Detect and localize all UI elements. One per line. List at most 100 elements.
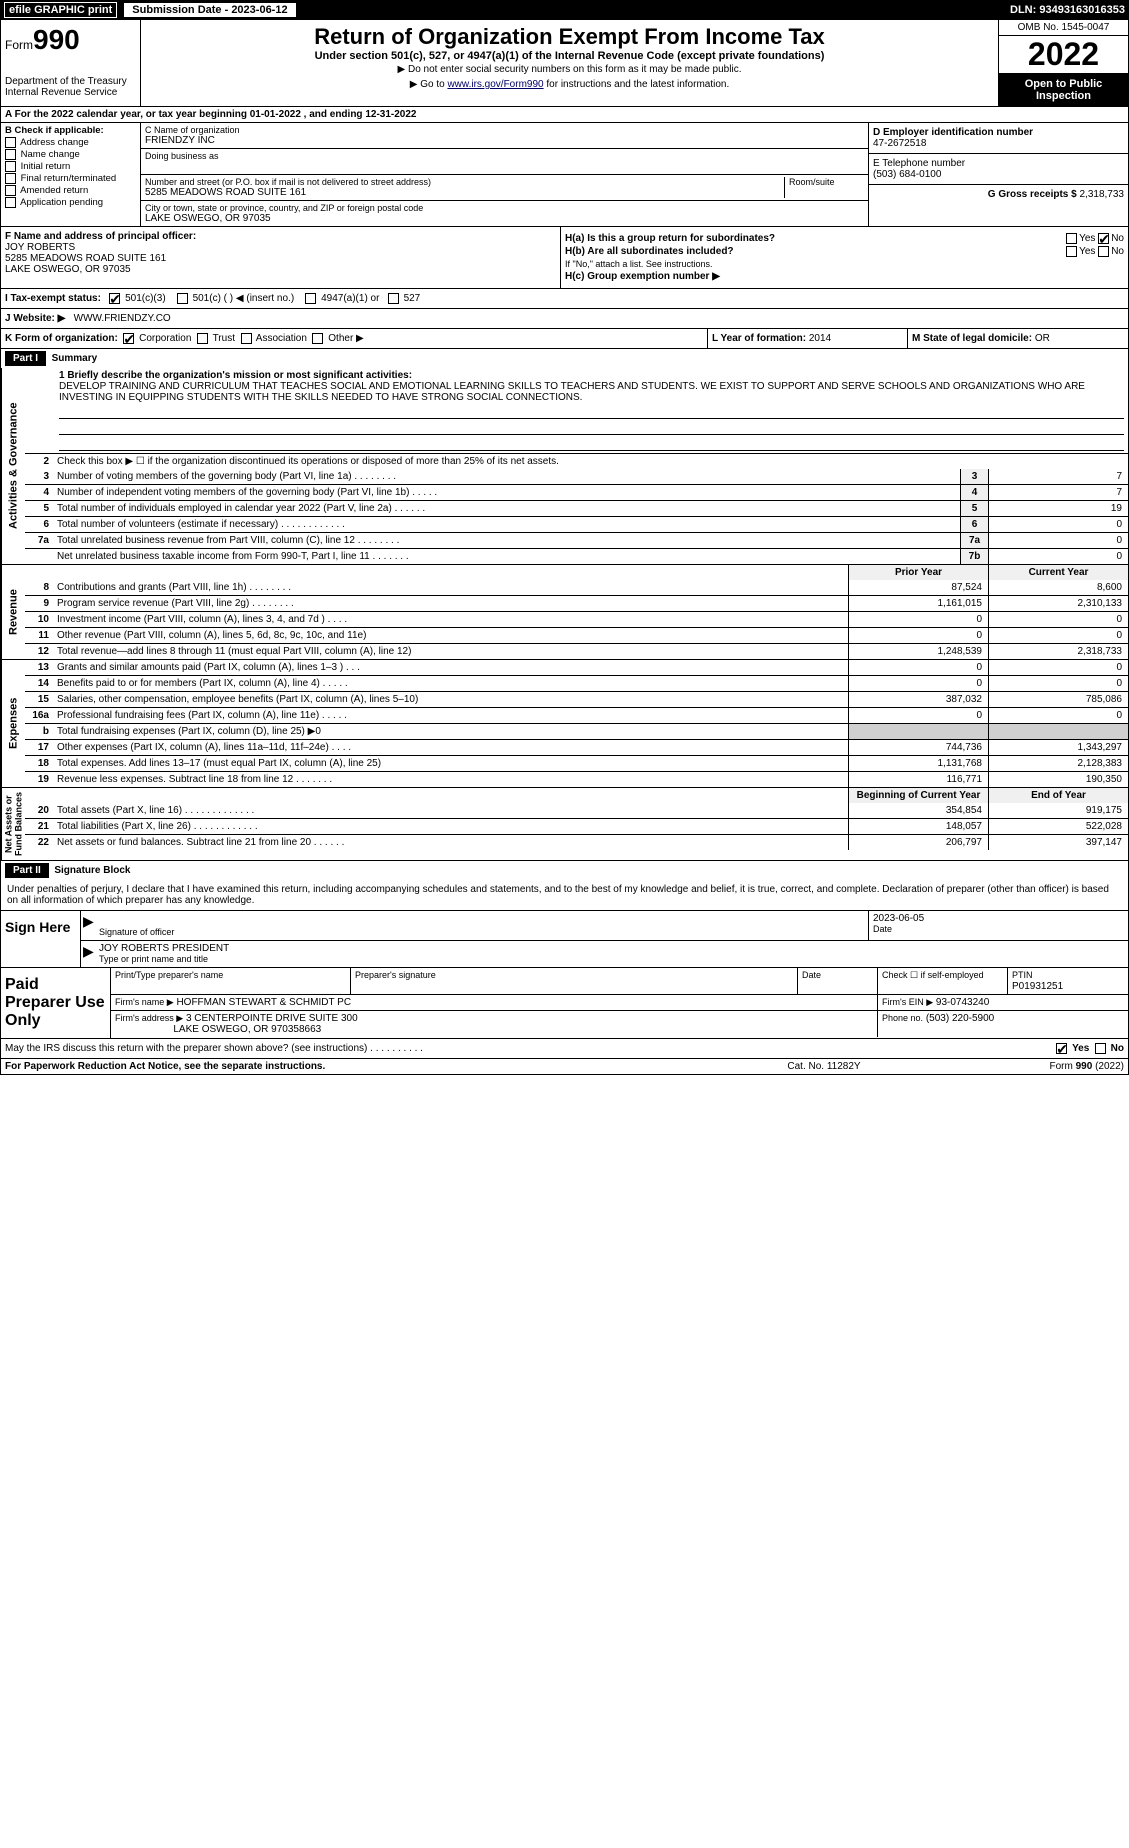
line-a: A For the 2022 calendar year, or tax yea… — [0, 107, 1129, 123]
hb-no[interactable] — [1098, 246, 1109, 257]
expenses-section: Expenses 13Grants and similar amounts pa… — [0, 660, 1129, 788]
c-city: LAKE OSWEGO, OR 97035 — [145, 213, 864, 224]
part2-title: Signature Block — [54, 865, 130, 876]
na-hdr-prior: Beginning of Current Year — [848, 788, 988, 803]
submission-date-btn[interactable]: Submission Date - 2023-06-12 — [123, 2, 296, 18]
sig-name: JOY ROBERTS PRESIDENT — [99, 943, 229, 954]
i-o1: 501(c) ( ) ◀ (insert no.) — [193, 293, 295, 304]
firm-ein-lbl: Firm's EIN ▶ — [882, 997, 933, 1007]
block-j: J Website: ▶ WWW.FRIENDZY.CO — [0, 309, 1129, 329]
e-lbl: E Telephone number — [873, 158, 965, 169]
i-lbl: I Tax-exempt status: — [5, 293, 101, 304]
table-row: 21Total liabilities (Part X, line 26) . … — [25, 818, 1128, 834]
f-name: JOY ROBERTS — [5, 242, 75, 253]
irs-link[interactable]: www.irs.gov/Form990 — [447, 79, 543, 90]
sig-name-lbl: Type or print name and title — [99, 954, 208, 964]
c-city-lbl: City or town, state or province, country… — [145, 203, 864, 213]
ha-no[interactable] — [1098, 233, 1109, 244]
g-val: 2,318,733 — [1080, 189, 1125, 200]
line-1: 1 Briefly describe the organization's mi… — [25, 368, 1128, 453]
ck-address-change[interactable] — [5, 137, 16, 148]
table-row: 20Total assets (Part X, line 16) . . . .… — [25, 803, 1128, 818]
table-row: 9Program service revenue (Part VIII, lin… — [25, 595, 1128, 611]
hc-lbl: H(c) Group exemption number ▶ — [565, 271, 720, 282]
na-hdr-current: End of Year — [988, 788, 1128, 803]
firm-name: HOFFMAN STEWART & SCHMIDT PC — [176, 997, 351, 1008]
k-o2: Association — [256, 333, 307, 344]
table-row: bTotal fundraising expenses (Part IX, co… — [25, 723, 1128, 739]
part1-header: Part I Summary — [0, 349, 1129, 368]
paid-preparer: Paid Preparer Use Only — [1, 968, 111, 1038]
k-o3: Other ▶ — [328, 333, 363, 344]
table-row: 10Investment income (Part VIII, column (… — [25, 611, 1128, 627]
firm-addr-lbl: Firm's address ▶ — [115, 1013, 183, 1023]
ck-initial[interactable] — [5, 161, 16, 172]
efile-badge: efile GRAPHIC print — [4, 2, 117, 18]
form-goto: ▶ Go to www.irs.gov/Form990 for instruct… — [149, 79, 990, 90]
ck-name-change[interactable] — [5, 149, 16, 160]
ck-pending[interactable] — [5, 197, 16, 208]
discuss-no[interactable] — [1095, 1043, 1106, 1054]
ck-lbl-1: Name change — [21, 149, 80, 160]
perjury: Under penalties of perjury, I declare th… — [1, 880, 1128, 910]
hb-yes[interactable] — [1066, 246, 1077, 257]
block-f-h: F Name and address of principal officer:… — [0, 227, 1129, 289]
ck-lbl-3: Final return/terminated — [21, 173, 117, 184]
table-row: 8Contributions and grants (Part VIII, li… — [25, 580, 1128, 595]
discuss: May the IRS discuss this return with the… — [5, 1043, 423, 1054]
firm-name-lbl: Firm's name ▶ — [115, 997, 174, 1007]
k-trust[interactable] — [197, 333, 208, 344]
footer-formno: Form 990 (2022) — [924, 1061, 1124, 1072]
p-ptin-lbl: PTIN — [1012, 970, 1033, 980]
k-other[interactable] — [312, 333, 323, 344]
f-addr2: LAKE OSWEGO, OR 97035 — [5, 264, 131, 275]
k-assoc[interactable] — [241, 333, 252, 344]
i-4947[interactable] — [305, 293, 316, 304]
l2: Check this box ▶ ☐ if the organization d… — [53, 454, 1128, 469]
i-527[interactable] — [388, 293, 399, 304]
sig-officer-lbl: Signature of officer — [99, 927, 174, 937]
ck-amended[interactable] — [5, 185, 16, 196]
dln: DLN: 93493163016353 — [1010, 4, 1125, 16]
ha-no-lbl: No — [1111, 233, 1124, 244]
firm-phone: (503) 220-5900 — [926, 1013, 994, 1024]
m-val: OR — [1035, 333, 1050, 344]
revenue-section: Revenue Prior Year Current Year 8Contrib… — [0, 565, 1129, 660]
k-corp[interactable] — [123, 333, 134, 344]
table-row: 14Benefits paid to or for members (Part … — [25, 675, 1128, 691]
i-o2: 4947(a)(1) or — [321, 293, 379, 304]
sig-date-lbl: Date — [873, 924, 892, 934]
j-lbl: J Website: ▶ — [5, 313, 65, 324]
block-b-c-d: B Check if applicable: Address change Na… — [0, 123, 1129, 227]
vlabel-exp: Expenses — [1, 660, 25, 787]
omb: OMB No. 1545-0047 — [999, 20, 1128, 36]
p-sig-lbl: Preparer's signature — [355, 970, 436, 980]
p-date-lbl: Date — [802, 970, 821, 980]
l1-text: DEVELOP TRAINING AND CURRICULUM THAT TEA… — [59, 381, 1085, 403]
open-inspection: Open to Public Inspection — [999, 74, 1128, 106]
firm-addr1: 3 CENTERPOINTE DRIVE SUITE 300 — [186, 1013, 358, 1024]
table-row: 15Salaries, other compensation, employee… — [25, 691, 1128, 707]
ck-lbl-0: Address change — [20, 137, 89, 148]
i-501c3[interactable] — [109, 293, 120, 304]
netassets-section: Net Assets orFund Balances Beginning of … — [0, 788, 1129, 861]
g-lbl: G Gross receipts $ — [988, 189, 1077, 200]
firm-ein: 93-0743240 — [936, 997, 989, 1008]
k-o0: Corporation — [139, 333, 191, 344]
part2-header: Part II Signature Block — [0, 861, 1129, 880]
footer: For Paperwork Reduction Act Notice, see … — [0, 1059, 1129, 1075]
table-row: 12Total revenue—add lines 8 through 11 (… — [25, 643, 1128, 659]
tax-year: 2022 — [999, 36, 1128, 74]
ck-final[interactable] — [5, 173, 16, 184]
i-501c[interactable] — [177, 293, 188, 304]
table-row: 16aProfessional fundraising fees (Part I… — [25, 707, 1128, 723]
ha-yes[interactable] — [1066, 233, 1077, 244]
f-lbl: F Name and address of principal officer: — [5, 231, 196, 242]
dept: Department of the TreasuryInternal Reven… — [5, 76, 136, 98]
p-ptin: P01931251 — [1012, 981, 1063, 992]
p-name-lbl: Print/Type preparer's name — [115, 970, 223, 980]
discuss-yes[interactable] — [1056, 1043, 1067, 1054]
hdr-current: Current Year — [988, 565, 1128, 580]
sig-date-val: 2023-06-05 — [873, 913, 924, 924]
l1-lbl: 1 Briefly describe the organization's mi… — [59, 370, 412, 381]
